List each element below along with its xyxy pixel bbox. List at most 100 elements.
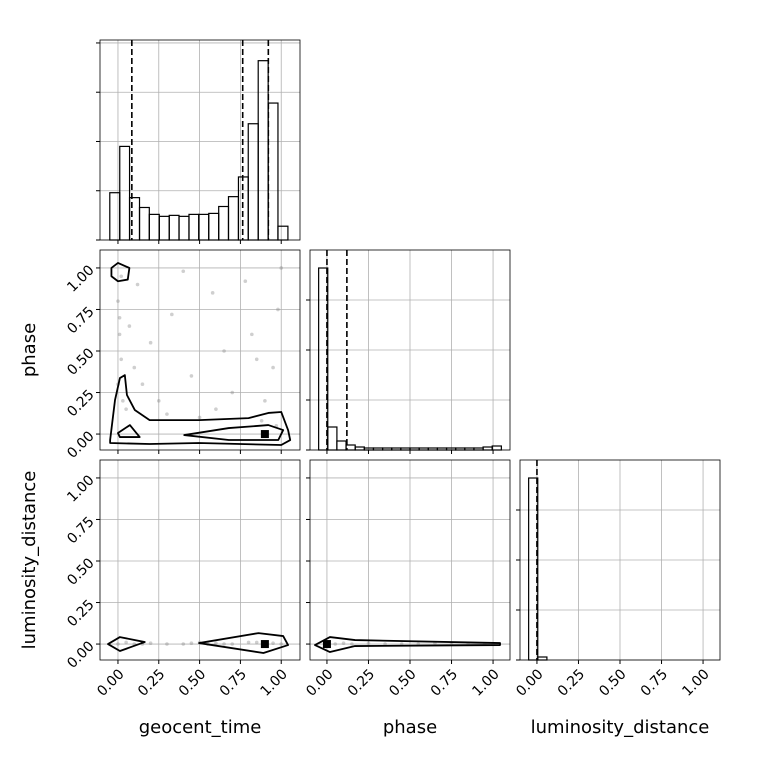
hist-bin [218, 205, 230, 241]
x-tick-label: 0.25 [345, 666, 378, 699]
hist-bin [336, 440, 347, 451]
hist-bin [277, 225, 289, 241]
scatter-point [156, 399, 161, 403]
x-tick-label: 0.50 [596, 666, 629, 699]
hist-bin [168, 214, 180, 241]
scatter-point [254, 640, 259, 645]
y-tick-label: 0.00 [64, 428, 97, 461]
scatter-point [210, 291, 215, 295]
hist-bin [327, 426, 338, 451]
scatter-point [279, 642, 284, 646]
y-axis-label: luminosity_distance [19, 471, 40, 650]
scatter-point [189, 374, 194, 378]
scatter-point [214, 641, 218, 646]
y-tick-label: 0.25 [64, 597, 97, 630]
scatter-point [271, 365, 275, 370]
scatter-point [181, 642, 186, 646]
scatter-point [116, 642, 120, 646]
y-tick-label: 0.50 [64, 345, 97, 378]
scatter-point [124, 640, 128, 645]
hist-bin [148, 213, 160, 241]
scatter-point [116, 299, 120, 303]
scatter-point [250, 332, 254, 337]
scatter-point [119, 357, 124, 362]
x-axis-label: phase [383, 717, 437, 738]
x-tick-label: 0.25 [555, 666, 588, 699]
scatter-point [263, 399, 267, 403]
y-tick-label: 0.50 [64, 555, 97, 588]
scatter-point [259, 418, 264, 423]
x-tick-label: 0.00 [303, 666, 336, 699]
panel-frame [99, 39, 301, 241]
y-tick-label: 1.00 [64, 472, 97, 505]
scatter-point [214, 407, 218, 411]
contour [109, 374, 292, 446]
scatter-point [254, 357, 259, 362]
contour [183, 424, 285, 441]
y-tick-label: 1.00 [64, 262, 97, 295]
contour [107, 636, 146, 652]
x-axis-label: luminosity_distance [531, 717, 710, 738]
hist-bin [119, 145, 131, 241]
scatter-point [127, 324, 132, 328]
density-peak [260, 430, 269, 439]
y-tick-label: 0.75 [64, 514, 97, 547]
hist-bin [267, 102, 279, 241]
hist-bin [158, 215, 170, 241]
scatter-point [279, 266, 284, 270]
y-axis-label: phase [19, 323, 40, 377]
scatter-point [333, 642, 338, 646]
x-tick-label: 0.75 [638, 666, 671, 699]
scatter-point [132, 365, 137, 370]
panel-frame [519, 459, 721, 661]
scatter-point [140, 382, 145, 387]
scatter-point [117, 315, 122, 320]
contour [117, 424, 141, 438]
x-tick-label: 0.75 [428, 666, 461, 699]
contour [198, 632, 289, 654]
x-tick-label: 0.50 [176, 666, 209, 699]
hist-bin [354, 446, 365, 451]
scatter-point [165, 642, 169, 646]
scatter-point [148, 340, 153, 345]
scatter-point [170, 312, 174, 317]
hist-bin [227, 196, 240, 241]
x-tick-label: 0.50 [386, 666, 419, 699]
scatter-point [230, 642, 235, 646]
scatter-point [121, 399, 125, 403]
scatter-point [189, 641, 194, 646]
scatter-point [135, 282, 140, 287]
scatter-point [230, 390, 235, 395]
density-peak [322, 640, 331, 649]
contour [110, 262, 131, 283]
hist-bin [482, 446, 493, 451]
scatter-point [243, 279, 248, 284]
scatter-point [271, 641, 275, 646]
hist-bin [491, 445, 502, 451]
scatter-point [124, 407, 128, 411]
scatter-point [350, 642, 354, 646]
panel-frame [309, 249, 511, 451]
y-tick-label: 0.25 [64, 387, 97, 420]
density-peak [260, 640, 269, 649]
x-tick-label: 1.00 [258, 666, 291, 699]
y-tick-label: 0.00 [64, 638, 97, 671]
x-tick-label: 1.00 [469, 666, 502, 699]
hist-bin [198, 213, 210, 241]
x-tick-label: 1.00 [679, 666, 712, 699]
scatter-point [276, 307, 280, 312]
x-tick-label: 0.25 [135, 666, 168, 699]
hist-bin [188, 213, 200, 241]
x-tick-label: 0.00 [513, 666, 546, 699]
scatter-point [222, 349, 226, 353]
contour [314, 636, 501, 653]
hist-bin [257, 60, 269, 241]
y-tick-label: 0.75 [64, 304, 97, 337]
scatter-point [148, 641, 153, 646]
scatter-point [197, 415, 202, 420]
hist-bin [138, 206, 150, 241]
x-tick-label: 0.00 [94, 666, 127, 699]
scatter-point [366, 641, 371, 646]
hist-bin [537, 656, 548, 661]
hist-bin [178, 215, 190, 241]
